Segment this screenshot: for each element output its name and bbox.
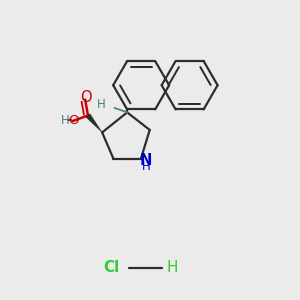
Text: Cl: Cl [103,260,120,275]
Polygon shape [86,114,102,132]
Text: H: H [166,260,178,275]
Text: H: H [61,114,70,127]
Text: O: O [68,114,79,127]
Text: H: H [97,98,106,111]
Text: N: N [140,153,152,168]
Text: H: H [142,160,151,173]
Text: O: O [80,90,92,105]
